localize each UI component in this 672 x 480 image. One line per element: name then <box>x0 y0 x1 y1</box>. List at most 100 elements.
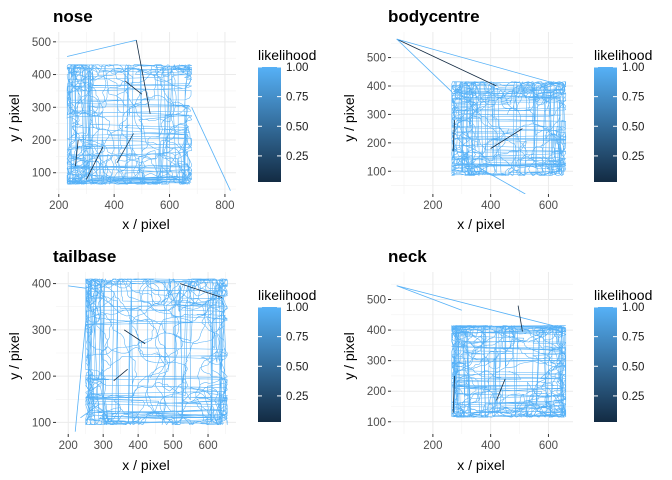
colorbar-label: 0.50 <box>622 361 644 373</box>
trajectory-path <box>85 278 228 425</box>
legend-title: likelihood <box>594 47 652 63</box>
x-tick-label: 200 <box>59 440 78 452</box>
trajectory <box>68 278 228 432</box>
y-tick-label: 500 <box>367 53 386 65</box>
trajectory-segment <box>452 120 455 152</box>
trajectory-segment <box>116 133 134 164</box>
x-tick-label: 400 <box>105 200 124 212</box>
x-tick-label: 600 <box>160 200 179 212</box>
trajectory-segment <box>123 329 146 345</box>
legend: likelihood 0.25 0.50 0.75 1.00 <box>594 287 652 422</box>
legend-title: likelihood <box>594 287 652 303</box>
legend-title: likelihood <box>258 287 316 303</box>
y-tick-label: 300 <box>32 102 51 114</box>
x-tick-label: 200 <box>423 200 442 212</box>
plot-area: 200 400 600 100 200 300 400 500 <box>367 272 573 452</box>
trajectory-segment <box>452 375 455 413</box>
colorbar-label: 0.50 <box>286 121 308 133</box>
trajectory <box>66 39 231 191</box>
y-tick-label: 300 <box>32 325 51 337</box>
panel-title: bodycentre <box>388 7 480 26</box>
trajectory-segment <box>135 40 151 114</box>
trajectory-segment <box>80 403 100 419</box>
trajectory-segment <box>68 285 86 289</box>
trajectory-segment <box>470 162 526 194</box>
panel-nose: nose x / pixel y / pixel 200 400 600 800 100… <box>6 7 316 232</box>
panel-tailbase: tailbase x / pixel y / pixel 200 300 400 50… <box>6 247 316 473</box>
colorbar-label: 0.75 <box>286 92 308 104</box>
legend: likelihood 0.25 0.50 0.75 1.00 <box>258 287 316 422</box>
trajectory <box>396 285 567 418</box>
legend: likelihood 0.25 0.50 0.75 1.00 <box>258 47 316 182</box>
x-tick-label: 200 <box>49 200 68 212</box>
colorbar <box>258 67 281 182</box>
y-tick-label: 400 <box>32 70 51 82</box>
colorbar <box>594 67 617 182</box>
trajectory-segment <box>113 368 128 382</box>
colorbar-label: 0.25 <box>286 151 308 163</box>
y-tick-label: 400 <box>32 279 51 291</box>
y-tick-label: 300 <box>367 109 386 121</box>
x-tick-label: 300 <box>94 440 113 452</box>
colorbar-label: 0.25 <box>286 391 308 403</box>
x-tick-label: 400 <box>481 440 500 452</box>
trajectory-path <box>66 64 192 185</box>
trajectory-segment <box>86 146 104 180</box>
y-axis-label: y / pixel <box>341 94 357 141</box>
trajectory-segment <box>74 285 90 432</box>
y-tick-label: 100 <box>367 417 386 429</box>
trajectory-segment <box>396 285 565 329</box>
colorbar-label: 0.25 <box>622 391 644 403</box>
colorbar <box>594 307 617 422</box>
trajectory-segment <box>191 107 231 191</box>
colorbar-label: 0.75 <box>286 332 308 344</box>
x-axis-label: x / pixel <box>122 457 169 473</box>
plot-area: 200 400 600 100 200 300 400 500 <box>367 32 573 212</box>
colorbar-label: 1.00 <box>622 62 644 74</box>
y-tick-label: 500 <box>367 295 386 307</box>
trajectory <box>396 38 567 194</box>
plot-area: 200 300 400 500 600 100 200 300 400 <box>32 272 236 452</box>
y-tick-label: 300 <box>367 356 386 368</box>
y-tick-label: 400 <box>367 81 386 93</box>
trajectory-segment <box>396 38 565 87</box>
colorbar-label: 1.00 <box>286 62 308 74</box>
trajectory-segment <box>490 128 523 149</box>
legend: likelihood 0.25 0.50 0.75 1.00 <box>594 47 652 182</box>
trajectory-segment <box>179 283 223 298</box>
y-tick-label: 100 <box>32 168 51 180</box>
x-tick-label: 800 <box>215 200 234 212</box>
colorbar-label: 0.75 <box>622 332 644 344</box>
trajectory-segment <box>496 378 506 401</box>
colorbar-label: 0.50 <box>286 361 308 373</box>
y-tick-label: 200 <box>367 386 386 398</box>
x-tick-label: 400 <box>129 440 148 452</box>
y-axis-label: y / pixel <box>6 94 22 141</box>
panel-bodycentre: bodycentre x / pixel y / pixel 200 400 600… <box>341 7 652 232</box>
x-axis-label: x / pixel <box>457 457 504 473</box>
trajectory-segment <box>517 305 523 332</box>
x-tick-label: 600 <box>539 200 558 212</box>
panel-title: tailbase <box>53 247 116 266</box>
colorbar-label: 1.00 <box>286 302 308 314</box>
y-tick-label: 500 <box>32 37 51 49</box>
trajectory-segment <box>66 39 137 57</box>
trajectory-path <box>451 81 567 176</box>
legend-title: likelihood <box>258 47 316 63</box>
panel-background <box>391 32 573 194</box>
trajectory-segment <box>396 38 497 87</box>
y-tick-label: 100 <box>367 166 386 178</box>
y-axis-label: y / pixel <box>341 332 357 379</box>
x-axis-label: x / pixel <box>122 216 169 232</box>
x-tick-label: 400 <box>481 200 500 212</box>
y-tick-label: 100 <box>32 417 51 429</box>
colorbar-label: 1.00 <box>622 302 644 314</box>
trajectory-segment <box>74 139 79 167</box>
y-tick-label: 400 <box>367 325 386 337</box>
colorbar <box>258 307 281 422</box>
colorbar-label: 0.50 <box>622 121 644 133</box>
x-tick-label: 600 <box>539 440 558 452</box>
y-tick-label: 200 <box>32 135 51 147</box>
trajectory-segment <box>396 285 462 311</box>
